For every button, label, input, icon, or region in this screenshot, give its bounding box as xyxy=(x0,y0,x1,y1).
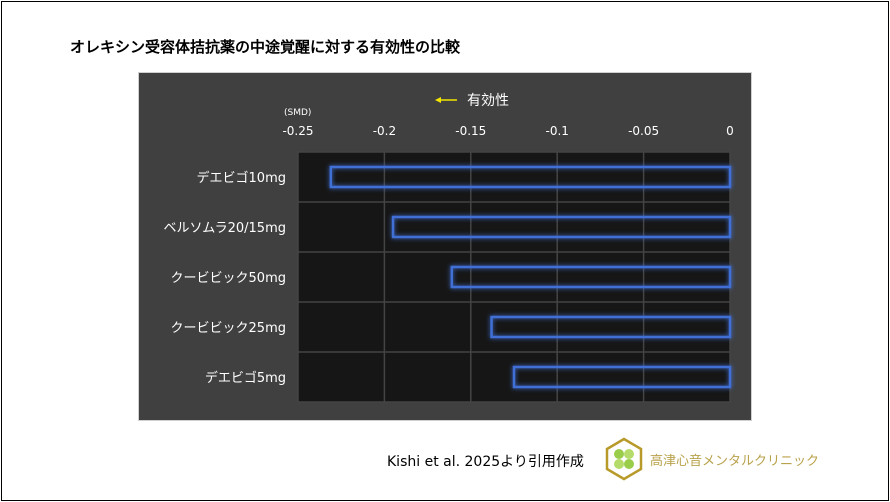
citation: Kishi et al. 2025より引用作成 xyxy=(387,454,584,470)
chart: -0.25 -0.2 -0.15 -0.1 -0.05 0 (SMD) 有効性デエビゴ10mg… xyxy=(138,72,752,421)
x-tick-label: -0.2 xyxy=(373,124,396,138)
x-tick-label: -0.05 xyxy=(628,124,659,138)
clinic-name: 高津心音メンタルクリニック xyxy=(650,454,820,469)
bar xyxy=(512,365,732,389)
bar xyxy=(329,165,732,189)
bar xyxy=(391,215,732,239)
annotation-label: 有効性 xyxy=(467,93,509,109)
x-tick-label: 0 xyxy=(726,124,734,138)
x-tick-label: -0.15 xyxy=(455,124,486,138)
x-tick-label: -0.1 xyxy=(545,124,568,138)
chart-svg: -0.25 -0.2 -0.15 -0.1 -0.05 0 (SMD) 有効性デエビゴ10mg… xyxy=(164,93,734,403)
bar xyxy=(490,315,732,339)
unit-label: (SMD) xyxy=(284,108,311,118)
category-label: デエビゴ10mg xyxy=(197,170,286,186)
category-label: クービビック25mg xyxy=(171,321,286,336)
category-label: ベルソムラ20/15mg xyxy=(164,221,286,236)
category-label: デエビゴ5mg xyxy=(205,370,286,386)
slide-title: オレキシン受容体拮抗薬の中途覚醒に対する有効性の比較 xyxy=(70,38,461,56)
category-label: クービビック50mg xyxy=(171,271,286,286)
x-tick-label: -0.25 xyxy=(282,124,313,138)
plot-area xyxy=(298,152,730,402)
arrow-head-icon xyxy=(435,97,441,103)
bar xyxy=(450,265,732,289)
